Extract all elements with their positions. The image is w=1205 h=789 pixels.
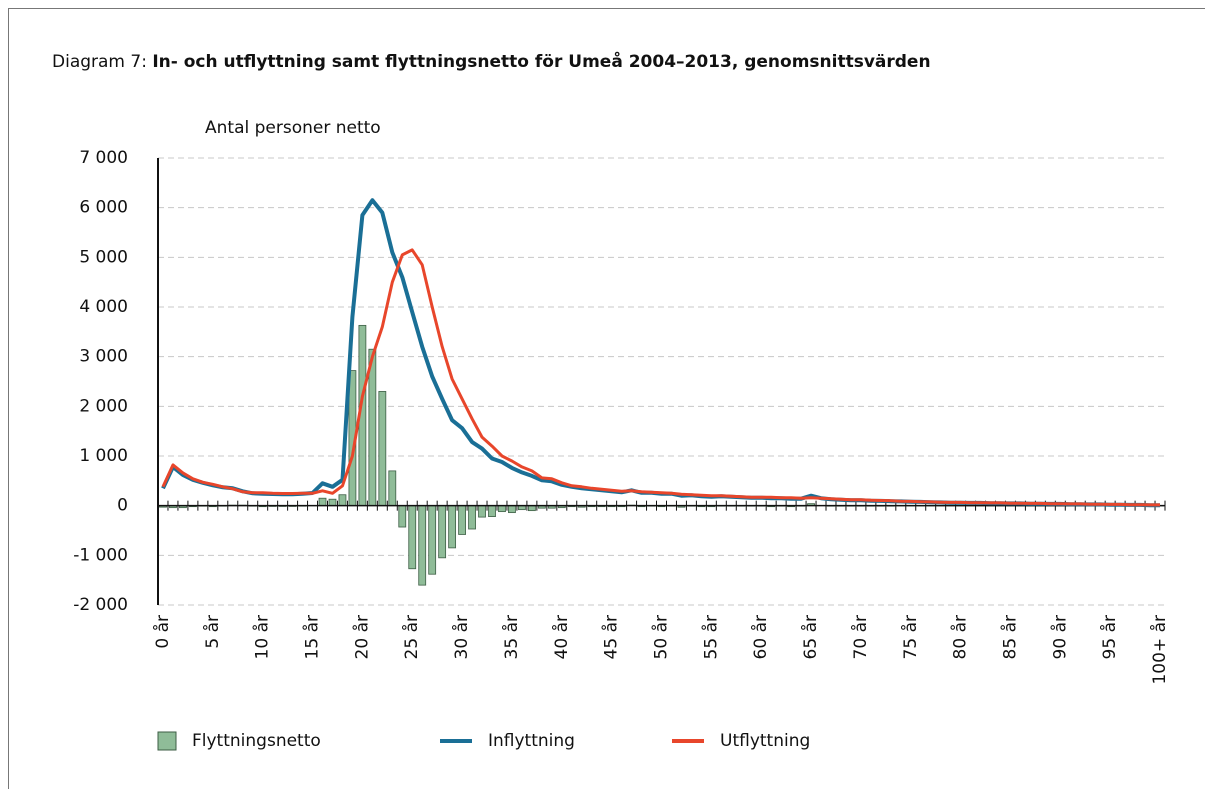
bar [508,505,516,514]
x-tick-label: 30 år [451,615,472,659]
x-tick-label: 55 år [700,615,721,659]
chart-title: Diagram 7: In- och utflyttning samt flyt… [52,50,931,72]
y-tick-label: 5 000 [79,247,128,267]
legend-swatch [157,731,177,751]
line [161,248,1160,507]
y-tick-label: 6 000 [79,198,128,218]
x-tick-label: 0 år [152,615,173,649]
x-tick-label: 5 år [202,615,223,649]
y-tick-label: 4 000 [79,297,128,317]
frame [8,8,1205,789]
x-tick-label: 45 år [601,615,622,659]
bar [448,505,457,549]
bar [378,391,387,507]
x-tick-label: 35 år [501,615,522,659]
x-tick-label: 15 år [302,615,323,659]
y-tick-label: 1 000 [79,446,128,466]
bar [388,470,397,507]
bar [418,505,427,586]
bar [468,505,476,530]
bar [478,505,486,518]
bar [328,498,337,507]
x-tick-label: 75 år [900,615,921,659]
x-tick-label: 40 år [551,615,572,659]
bar [438,505,447,559]
y-tick-label: 3 000 [79,347,128,367]
line [161,198,1160,508]
x-tick-label: 65 år [800,615,821,659]
x-tick-label: 10 år [252,615,273,659]
x-tick-label: 50 år [651,615,672,659]
legend-label: Flyttningsnetto [192,731,321,751]
bar [398,505,407,528]
x-tick-label: 85 år [999,615,1020,659]
x-tick-label: 80 år [950,615,971,659]
bar [488,505,496,517]
y-tick-label: 0 [117,496,128,516]
legend-label: Utflyttning [720,731,810,751]
title-label: Diagram 7: [52,52,147,72]
x-tick-label: 100+ år [1149,615,1170,685]
x-tick-label: 90 år [1049,615,1070,659]
x-tick-label: 60 år [750,615,771,659]
x-tick-label: 20 år [351,615,372,659]
y-tick-label: -2 000 [73,595,128,615]
bar [408,505,417,570]
x-tick-label: 95 år [1099,615,1120,659]
bar [498,505,506,513]
y-axis-label: Antal personer netto [205,118,381,138]
x-tick-label: 25 år [401,615,422,659]
bar [458,505,466,535]
bar [428,505,437,575]
legend-label: Inflyttning [488,731,575,751]
y-tick-label: 2 000 [79,396,128,416]
bar [318,497,327,507]
bar [338,494,347,507]
title-text: In- och utflyttning samt flyttningsnetto… [152,50,930,72]
x-tick-label: 70 år [850,615,871,659]
y-tick-label: 7 000 [79,148,128,168]
y-tick-label: -1 000 [73,545,128,565]
